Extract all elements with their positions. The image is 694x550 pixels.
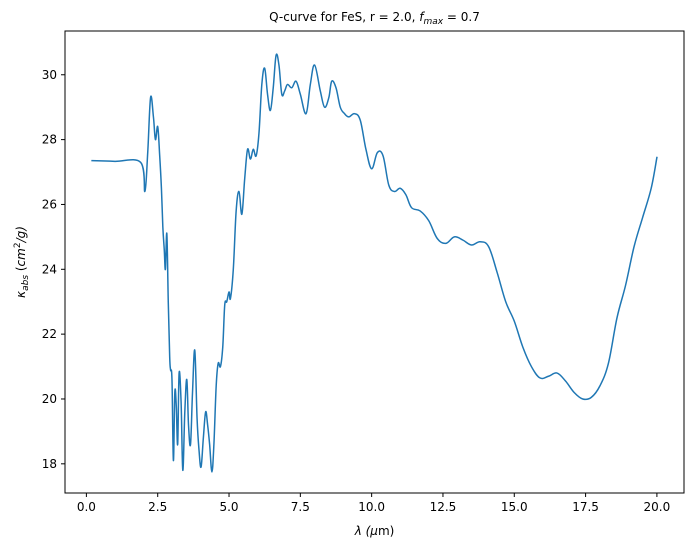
y-tick-label: 28 [42, 133, 57, 147]
y-tick-label: 18 [42, 457, 57, 471]
y-axis: 18 20 22 24 26 28 30 [42, 68, 65, 471]
plot-area [65, 31, 684, 493]
y-tick-label: 22 [42, 327, 57, 341]
y-axis-label-open: ( [14, 266, 28, 275]
x-axis-label: λ (μm) [354, 524, 395, 538]
x-tick-label: 7.5 [291, 500, 310, 514]
x-axis-label-mu: μ [369, 524, 378, 538]
chart-title-suffix: = 0.7 [443, 10, 480, 24]
x-tick-label: 10.0 [358, 500, 385, 514]
y-tick-label: 30 [42, 68, 57, 82]
x-tick-label: 15.0 [501, 500, 528, 514]
x-tick-label: 0.0 [77, 500, 96, 514]
chart-title-subscript: max [423, 17, 443, 27]
x-tick-label: 2.5 [148, 500, 167, 514]
chart-title-f: f [419, 10, 425, 24]
series-line [91, 53, 658, 473]
y-tick-label: 24 [42, 262, 57, 276]
y-axis-label-rest: /g) [14, 226, 28, 243]
x-tick-label: 12.5 [430, 500, 457, 514]
y-axis-label-unit: cm [14, 248, 28, 266]
x-tick-label: 17.5 [572, 500, 599, 514]
y-axis-label: κabs (cm2/g) [13, 226, 31, 298]
chart-title: Q-curve for FeS, r = 2.0, fmax = 0.7 [269, 10, 480, 27]
y-axis-label-kappa: κ [14, 290, 28, 298]
x-axis: 0.0 2.5 5.0 7.5 10.0 12.5 15.0 17.5 20.0 [77, 493, 670, 514]
chart-title-text: Q-curve for FeS, r = 2.0, [269, 10, 419, 24]
x-tick-label: 20.0 [644, 500, 671, 514]
x-axis-label-suffix: m) [378, 524, 394, 538]
y-tick-label: 26 [42, 197, 57, 211]
y-tick-label: 20 [42, 392, 57, 406]
plot-frame [64, 30, 685, 494]
x-axis-label-prefix: λ ( [354, 524, 372, 538]
x-tick-label: 5.0 [219, 500, 238, 514]
y-axis-label-sup: 2 [13, 242, 23, 248]
y-axis-label-sub: abs [21, 275, 31, 291]
